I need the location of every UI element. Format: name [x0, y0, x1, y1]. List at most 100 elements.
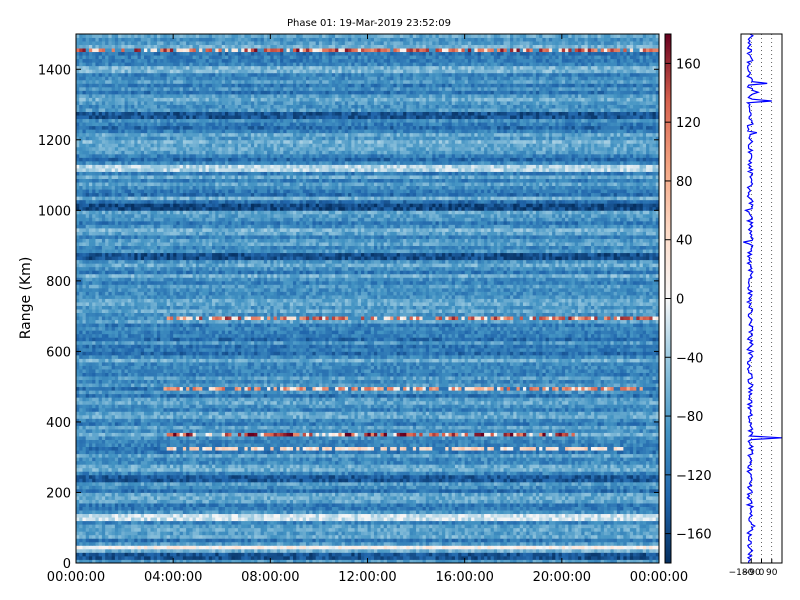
heatmap-cell — [477, 503, 482, 507]
heatmap-cell — [419, 555, 423, 560]
heatmap-cell — [108, 510, 113, 515]
heatmap-cell — [315, 467, 320, 472]
heatmap-cell — [328, 545, 333, 550]
heatmap-cell — [250, 527, 255, 532]
heatmap-cell — [247, 474, 252, 479]
heatmap-cell — [182, 520, 187, 525]
heatmap-cell — [124, 506, 129, 511]
heatmap-cell — [607, 524, 611, 529]
heatmap-cell — [254, 467, 258, 472]
heatmap-cell — [425, 481, 430, 486]
heatmap-cell — [121, 485, 125, 490]
heatmap-cell — [361, 488, 365, 493]
heatmap-cell — [244, 510, 249, 515]
heatmap-cell — [529, 527, 534, 532]
heatmap-cell — [597, 527, 602, 532]
heatmap-cell — [354, 510, 359, 515]
heatmap-cell — [237, 538, 242, 543]
heatmap-cell — [173, 524, 177, 529]
heatmap-cell — [649, 527, 653, 532]
heatmap-cell — [552, 513, 556, 518]
heatmap-cell — [273, 517, 278, 522]
heatmap-cell — [163, 503, 168, 507]
heatmap-cell — [212, 506, 216, 511]
heatmap-cell — [344, 541, 349, 546]
heatmap-cell — [263, 485, 268, 490]
heatmap-cell — [429, 510, 433, 515]
heatmap-cell — [118, 559, 122, 564]
heatmap-cell — [571, 495, 576, 500]
heatmap-cell — [98, 517, 103, 522]
heatmap-cell — [655, 478, 660, 483]
heatmap-cell — [354, 506, 359, 511]
heatmap-cell — [493, 499, 498, 504]
heatmap-cell — [228, 495, 232, 500]
heatmap-cell — [169, 499, 174, 504]
heatmap-cell — [519, 531, 524, 536]
heatmap-cell — [76, 531, 80, 536]
heatmap-cell — [315, 531, 320, 536]
heatmap-cell — [215, 541, 219, 546]
heatmap-cell — [247, 559, 252, 564]
heatmap-cell — [539, 513, 543, 518]
heatmap-cell — [448, 467, 453, 472]
heatmap-cell — [88, 488, 93, 493]
heatmap-cell — [260, 541, 265, 546]
heatmap-cell — [561, 471, 566, 476]
heatmap-cell — [140, 524, 145, 529]
heatmap-cell — [305, 552, 310, 557]
heatmap-cell — [348, 481, 352, 486]
heatmap-cell — [393, 492, 398, 497]
heatmap-cell — [312, 464, 317, 469]
heatmap-cell — [529, 488, 534, 493]
heatmap-cell — [620, 495, 624, 500]
heatmap-cell — [173, 545, 177, 550]
heatmap-cell — [88, 513, 93, 518]
heatmap-cell — [539, 503, 543, 507]
heatmap-cell — [480, 548, 485, 553]
heatmap-cell — [390, 531, 394, 536]
heatmap-cell — [144, 545, 148, 550]
heatmap-cell — [276, 499, 281, 504]
heatmap-cell — [425, 534, 430, 539]
heatmap-cell — [493, 503, 498, 507]
heatmap-cell — [140, 499, 145, 504]
heatmap-cell — [390, 485, 394, 490]
heatmap-cell — [649, 499, 653, 504]
heatmap-cell — [399, 495, 404, 500]
heatmap-cell — [322, 495, 326, 500]
heatmap-cell — [212, 555, 216, 560]
heatmap-cell — [649, 495, 653, 500]
heatmap-cell — [202, 513, 206, 518]
heatmap-cell — [208, 527, 213, 532]
heatmap-cell — [626, 474, 631, 479]
heatmap-cell — [108, 485, 113, 490]
heatmap-cell — [642, 503, 647, 507]
heatmap-cell — [335, 478, 339, 483]
heatmap-cell — [578, 492, 582, 497]
heatmap-cell — [124, 552, 129, 557]
heatmap-cell — [380, 492, 385, 497]
heatmap-cell — [535, 520, 540, 525]
heatmap-cell — [114, 485, 119, 490]
heatmap-cell — [289, 552, 294, 557]
heatmap-cell — [82, 488, 87, 493]
heatmap-cell — [283, 478, 287, 483]
heatmap-cell — [377, 499, 381, 504]
heatmap-cell — [218, 548, 223, 553]
heatmap-cell — [412, 467, 417, 472]
heatmap-cell — [221, 524, 226, 529]
heatmap-cell — [95, 548, 100, 553]
heatmap-cell — [221, 478, 226, 483]
heatmap-cell — [603, 478, 608, 483]
heatmap-cell — [633, 503, 637, 507]
heatmap-cell — [552, 548, 556, 553]
heatmap-cell — [568, 506, 572, 511]
heatmap-cell — [639, 552, 644, 557]
heatmap-cell — [429, 492, 433, 497]
heatmap-cell — [574, 481, 579, 486]
heatmap-cell — [348, 478, 352, 483]
heatmap-cell — [82, 534, 87, 539]
heatmap-cell — [474, 552, 479, 557]
heatmap-cell — [283, 495, 287, 500]
